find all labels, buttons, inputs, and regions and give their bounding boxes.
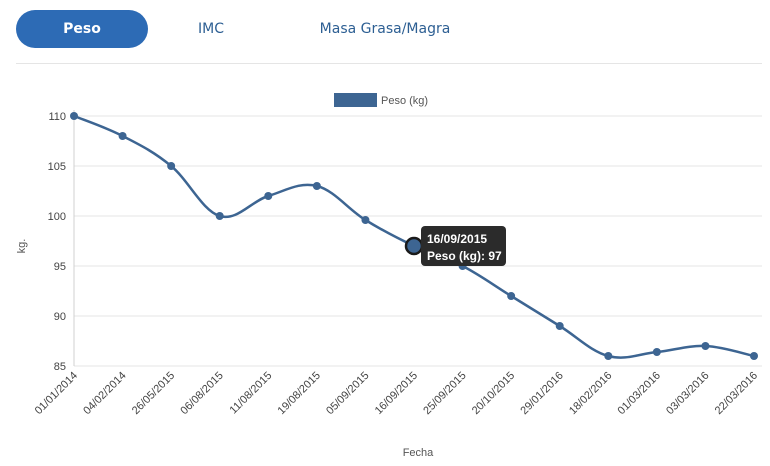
tab-peso[interactable]: Peso bbox=[16, 10, 148, 48]
data-point[interactable] bbox=[312, 182, 321, 190]
x-tick-label: 18/02/2016 bbox=[567, 370, 614, 417]
y-tick-label: 90 bbox=[54, 311, 66, 323]
x-tick-label: 06/08/2015 bbox=[178, 370, 225, 417]
x-tick-label: 03/03/2016 bbox=[664, 370, 711, 417]
x-tick-label: 19/08/2015 bbox=[276, 370, 323, 417]
x-tick-label: 05/09/2015 bbox=[324, 370, 371, 417]
x-tick-label: 01/03/2016 bbox=[616, 370, 663, 417]
y-tick-label: 85 bbox=[54, 361, 66, 373]
data-point-highlighted[interactable] bbox=[404, 236, 424, 256]
y-axis-title: kg. bbox=[16, 239, 28, 254]
tooltip-value: Peso (kg): 97 bbox=[427, 249, 502, 263]
tooltip-background bbox=[421, 226, 506, 266]
tab-bar: Peso IMC Masa Grasa/Magra bbox=[0, 0, 770, 64]
x-tick-label: 11/08/2015 bbox=[228, 370, 275, 417]
data-point[interactable] bbox=[701, 342, 710, 350]
data-point[interactable] bbox=[70, 112, 78, 120]
y-tick-label: 110 bbox=[48, 111, 66, 123]
tab-masa-grasa-magra[interactable]: Masa Grasa/Magra bbox=[319, 21, 451, 37]
x-tick-label: 22/03/2016 bbox=[713, 370, 760, 417]
data-point[interactable] bbox=[604, 352, 613, 360]
tab-divider bbox=[16, 63, 762, 64]
x-tick-label: 04/02/2014 bbox=[81, 370, 128, 417]
data-points bbox=[70, 112, 758, 360]
x-tick-label: 26/05/2015 bbox=[130, 370, 177, 417]
x-axis-ticks: 01/01/2014 04/02/2014 26/05/2015 06/08/2015… bbox=[33, 370, 760, 417]
y-axis-ticks: 85 90 95 100 105 110 bbox=[48, 111, 66, 373]
grid-lines bbox=[73, 110, 762, 367]
x-tick-label: 16/09/2015 bbox=[373, 370, 420, 417]
tooltip: 16/09/2015 Peso (kg): 97 bbox=[421, 226, 506, 266]
data-point[interactable] bbox=[361, 216, 370, 224]
legend-swatch bbox=[334, 93, 377, 107]
y-tick-label: 100 bbox=[48, 211, 66, 223]
data-point[interactable] bbox=[652, 348, 661, 356]
data-point[interactable] bbox=[215, 212, 224, 220]
data-point[interactable] bbox=[507, 292, 516, 300]
legend-label: Peso (kg) bbox=[381, 95, 428, 107]
data-point[interactable] bbox=[264, 192, 273, 200]
data-point[interactable] bbox=[555, 322, 564, 330]
data-point[interactable] bbox=[167, 162, 176, 170]
tab-imc[interactable]: IMC bbox=[198, 21, 224, 37]
tooltip-date: 16/09/2015 bbox=[427, 232, 487, 246]
data-point[interactable] bbox=[118, 132, 127, 140]
x-tick-label: 25/09/2015 bbox=[421, 370, 468, 417]
x-tick-label: 01/01/2014 bbox=[33, 370, 80, 417]
data-point[interactable] bbox=[750, 352, 758, 360]
y-tick-label: 105 bbox=[48, 161, 66, 173]
legend: Peso (kg) bbox=[334, 93, 428, 107]
y-tick-label: 95 bbox=[54, 261, 66, 273]
x-tick-label: 29/01/2016 bbox=[518, 370, 565, 417]
x-axis-title: Fecha bbox=[403, 447, 434, 459]
x-tick-label: 20/10/2015 bbox=[470, 370, 517, 417]
